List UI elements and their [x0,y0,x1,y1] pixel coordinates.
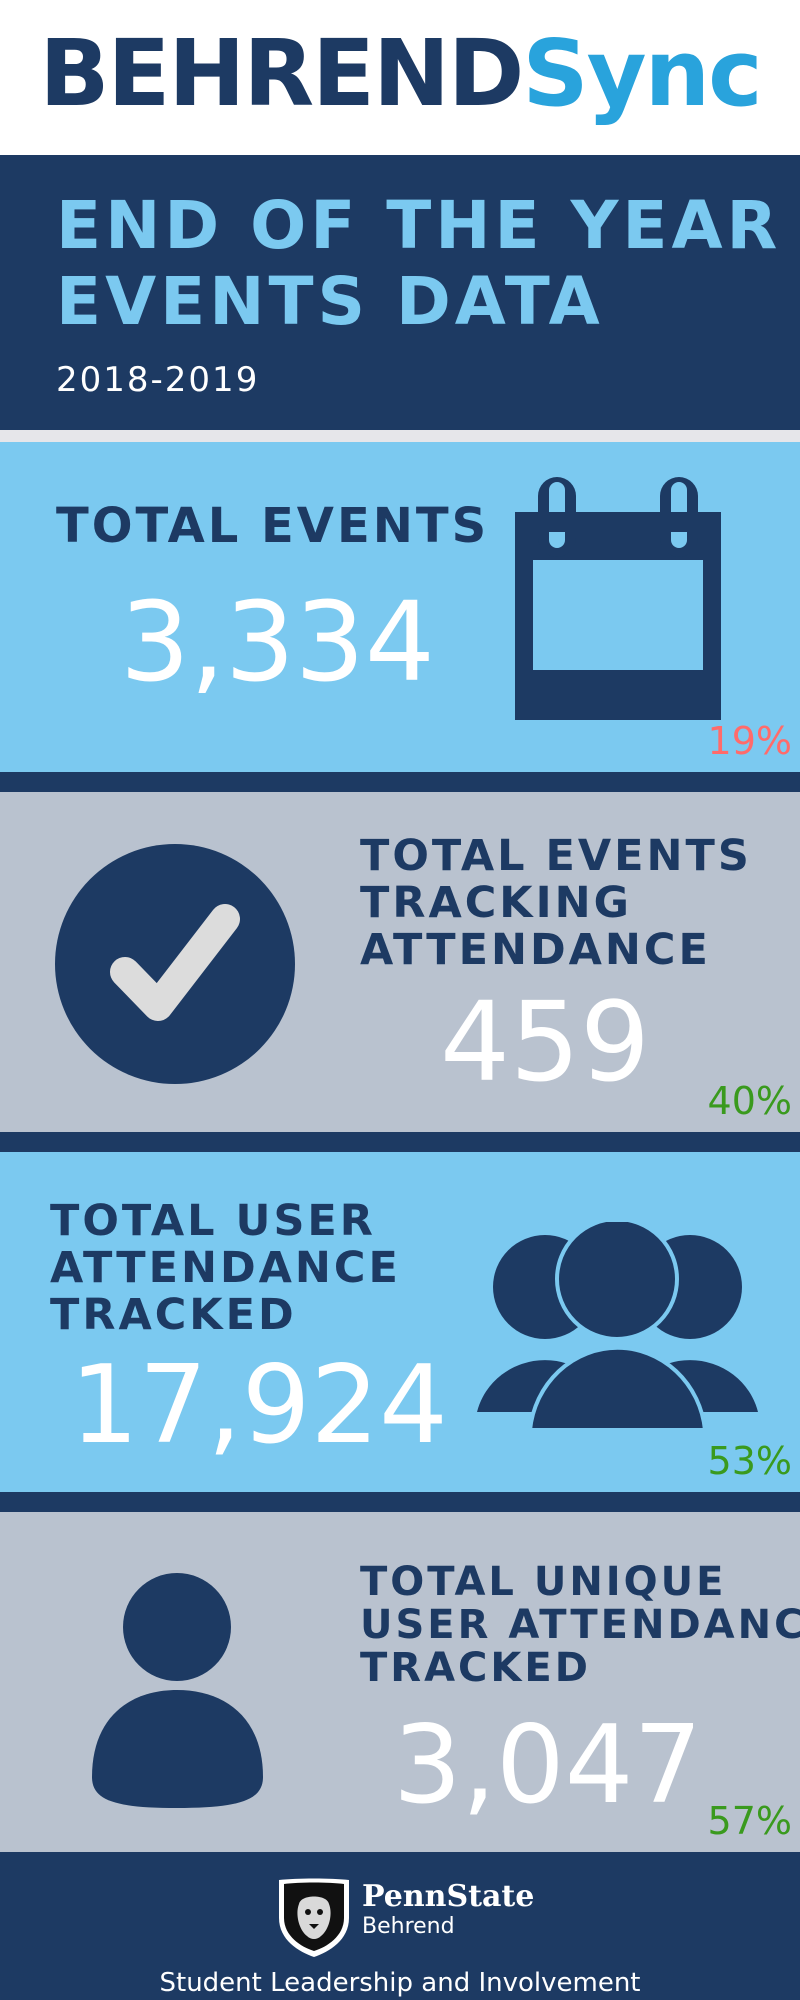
penn-state-wordmark: PennState [362,1879,535,1914]
footer: PennState Behrend Student Leadership and… [0,1852,800,2000]
page-title: END OF THE YEAR EVENTS DATA [56,193,781,335]
stat-percent: 57% [707,1799,792,1843]
brand-word-behrend: BEHREND [39,20,524,127]
divider [0,772,800,792]
checkmark-circle-icon [55,844,295,1084]
stat-card-unique-user-attendance: TOTAL UNIQUE USER ATTENDANCE TRACKED 3,0… [0,1512,800,1852]
page-title-line-2: EVENTS DATA [56,263,604,340]
stat-value: 3,334 [120,578,435,706]
office-name: Student Leadership and Involvement [159,1968,641,1998]
stat-heading: TOTAL EVENTS [56,498,490,554]
stat-percent: 19% [707,719,792,763]
stat-value: 459 [440,978,650,1106]
stat-value: 17,924 [70,1343,448,1468]
brand-logo: BEHRENDSync [0,28,800,120]
stat-heading: TOTAL UNIQUE USER ATTENDANCE TRACKED [360,1559,800,1691]
stat-card-user-attendance: TOTAL USER ATTENDANCE TRACKED 17,924 53% [0,1152,800,1492]
brand-header: BEHRENDSync [0,0,800,155]
behrend-wordmark: Behrend [362,1914,455,1939]
stat-heading: TOTAL USER ATTENDANCE TRACKED [50,1196,401,1340]
stat-card-events-tracking-attendance: TOTAL EVENTS TRACKING ATTENDANCE 459 40% [0,792,800,1132]
calendar-icon [513,472,723,722]
page-title-line-1: END OF THE YEAR [56,187,782,264]
divider [0,1492,800,1512]
single-user-icon [90,1572,265,1812]
stat-percent: 53% [707,1439,792,1483]
stat-value: 3,047 [393,1703,703,1828]
divider [0,1132,800,1152]
title-section: END OF THE YEAR EVENTS DATA 2018-2019 [0,155,800,430]
stat-heading: TOTAL EVENTS TRACKING ATTENDANCE [360,831,752,975]
stat-percent: 40% [707,1079,792,1123]
year-range: 2018-2019 [56,360,260,400]
users-group-icon [475,1217,760,1432]
divider [0,430,800,442]
brand-word-sync: Sync [522,20,762,127]
stat-card-total-events: TOTAL EVENTS 3,334 19% [0,442,800,772]
nittany-lion-shield-icon [277,1874,351,1958]
